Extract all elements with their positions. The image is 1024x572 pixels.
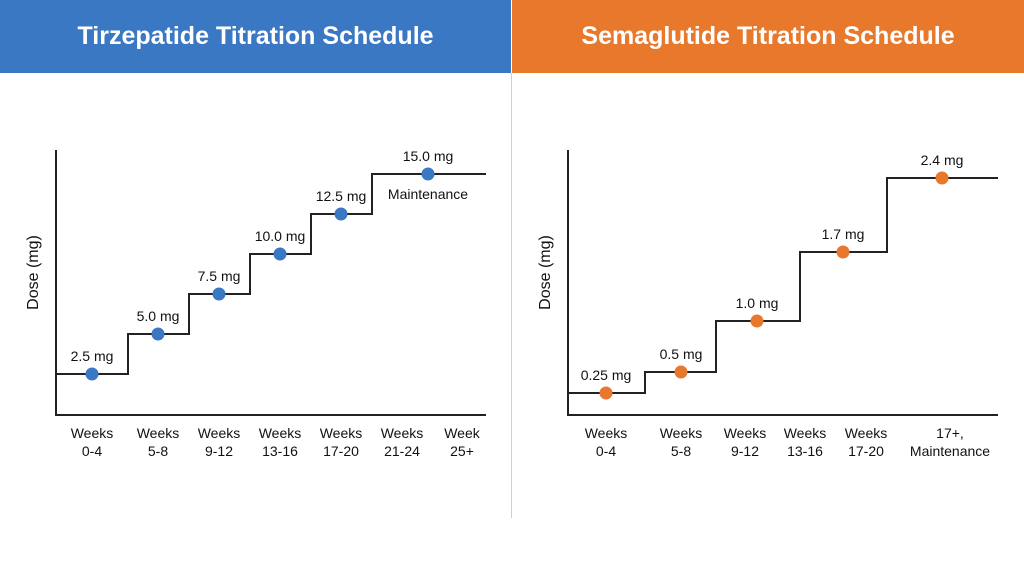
data-label: 7.5 mg xyxy=(198,268,241,284)
data-point xyxy=(750,314,764,328)
y-axis-label: Dose (mg) xyxy=(537,235,554,310)
data-point xyxy=(421,167,435,181)
x-tick-line: 0-4 xyxy=(596,443,616,459)
x-tick-line: 17-20 xyxy=(848,443,884,459)
x-tick-line: Maintenance xyxy=(910,443,990,459)
x-tick-line: 5-8 xyxy=(148,443,168,459)
data-label: 0.5 mg xyxy=(660,346,703,362)
x-tick-line: 25+ xyxy=(450,443,474,459)
data-label: 15.0 mg xyxy=(403,148,454,164)
data-point xyxy=(334,207,348,221)
data-label: 2.4 mg xyxy=(921,152,964,168)
x-tick-line: 17-20 xyxy=(323,443,359,459)
data-label: 10.0 mg xyxy=(255,228,306,244)
x-tick-label: Weeks 13-16 xyxy=(259,425,302,459)
x-tick-label: Weeks 17-20 xyxy=(320,425,363,459)
x-tick-line: 17+, xyxy=(936,425,964,441)
panel-divider xyxy=(511,73,512,518)
x-tick-label: Week 25+ xyxy=(444,425,481,459)
x-tick-line: Weeks xyxy=(845,425,888,441)
data-point xyxy=(212,287,226,301)
chart-1: Dose (mg) 0.25 mg 0.5 mg 1.0 mg 1.7 mg 2.4 mg… xyxy=(537,150,998,459)
data-point xyxy=(273,247,287,261)
data-label: 1.7 mg xyxy=(822,226,865,242)
x-tick-label: Weeks 21-24 xyxy=(381,425,424,459)
x-tick-line: Weeks xyxy=(660,425,703,441)
x-tick-label: Weeks 5-8 xyxy=(660,425,703,459)
data-point xyxy=(599,386,613,400)
x-tick-line: Weeks xyxy=(585,425,628,441)
data-label: 5.0 mg xyxy=(137,308,180,324)
data-label: 2.5 mg xyxy=(71,348,114,364)
data-point xyxy=(674,365,688,379)
x-tick-label: Weeks 9-12 xyxy=(198,425,241,459)
x-tick-line: 0-4 xyxy=(82,443,102,459)
chart-0: Dose (mg) 2.5 mg 5.0 mg 7.5 mg 10.0 mg 12.5 m… xyxy=(25,148,486,459)
step-line xyxy=(568,177,998,394)
maintenance-annotation: Maintenance xyxy=(388,186,468,202)
x-tick-label: Weeks 17-20 xyxy=(845,425,888,459)
semaglutide-title: Semaglutide Titration Schedule xyxy=(512,0,1024,73)
x-tick-label: Weeks 13-16 xyxy=(784,425,827,459)
data-label: 12.5 mg xyxy=(316,188,367,204)
x-tick-line: Week xyxy=(444,425,481,441)
y-axis-label: Dose (mg) xyxy=(25,235,42,310)
x-tick-line: 9-12 xyxy=(731,443,759,459)
axes xyxy=(567,150,998,416)
x-tick-line: 5-8 xyxy=(671,443,691,459)
x-tick-line: Weeks xyxy=(198,425,241,441)
data-label: 1.0 mg xyxy=(736,295,779,311)
x-tick-line: Weeks xyxy=(320,425,363,441)
data-point xyxy=(935,171,949,185)
x-tick-line: 9-12 xyxy=(205,443,233,459)
x-tick-line: 13-16 xyxy=(262,443,298,459)
data-point xyxy=(151,327,165,341)
x-tick-line: Weeks xyxy=(784,425,827,441)
x-tick-line: 13-16 xyxy=(787,443,823,459)
step-line xyxy=(56,173,486,375)
data-point xyxy=(85,367,99,381)
data-label: 0.25 mg xyxy=(581,367,632,383)
x-tick-label: Weeks 0-4 xyxy=(71,425,114,459)
x-tick-label: 17+, Maintenance xyxy=(910,425,990,459)
x-tick-label: Weeks 9-12 xyxy=(724,425,767,459)
data-point xyxy=(836,245,850,259)
x-tick-line: 21-24 xyxy=(384,443,420,459)
x-tick-line: Weeks xyxy=(71,425,114,441)
x-tick-line: Weeks xyxy=(724,425,767,441)
x-tick-label: Weeks 0-4 xyxy=(585,425,628,459)
x-tick-line: Weeks xyxy=(137,425,180,441)
x-tick-line: Weeks xyxy=(259,425,302,441)
axes xyxy=(55,150,486,416)
tirzepatide-title: Tirzepatide Titration Schedule xyxy=(0,0,511,73)
x-tick-line: Weeks xyxy=(381,425,424,441)
x-tick-label: Weeks 5-8 xyxy=(137,425,180,459)
